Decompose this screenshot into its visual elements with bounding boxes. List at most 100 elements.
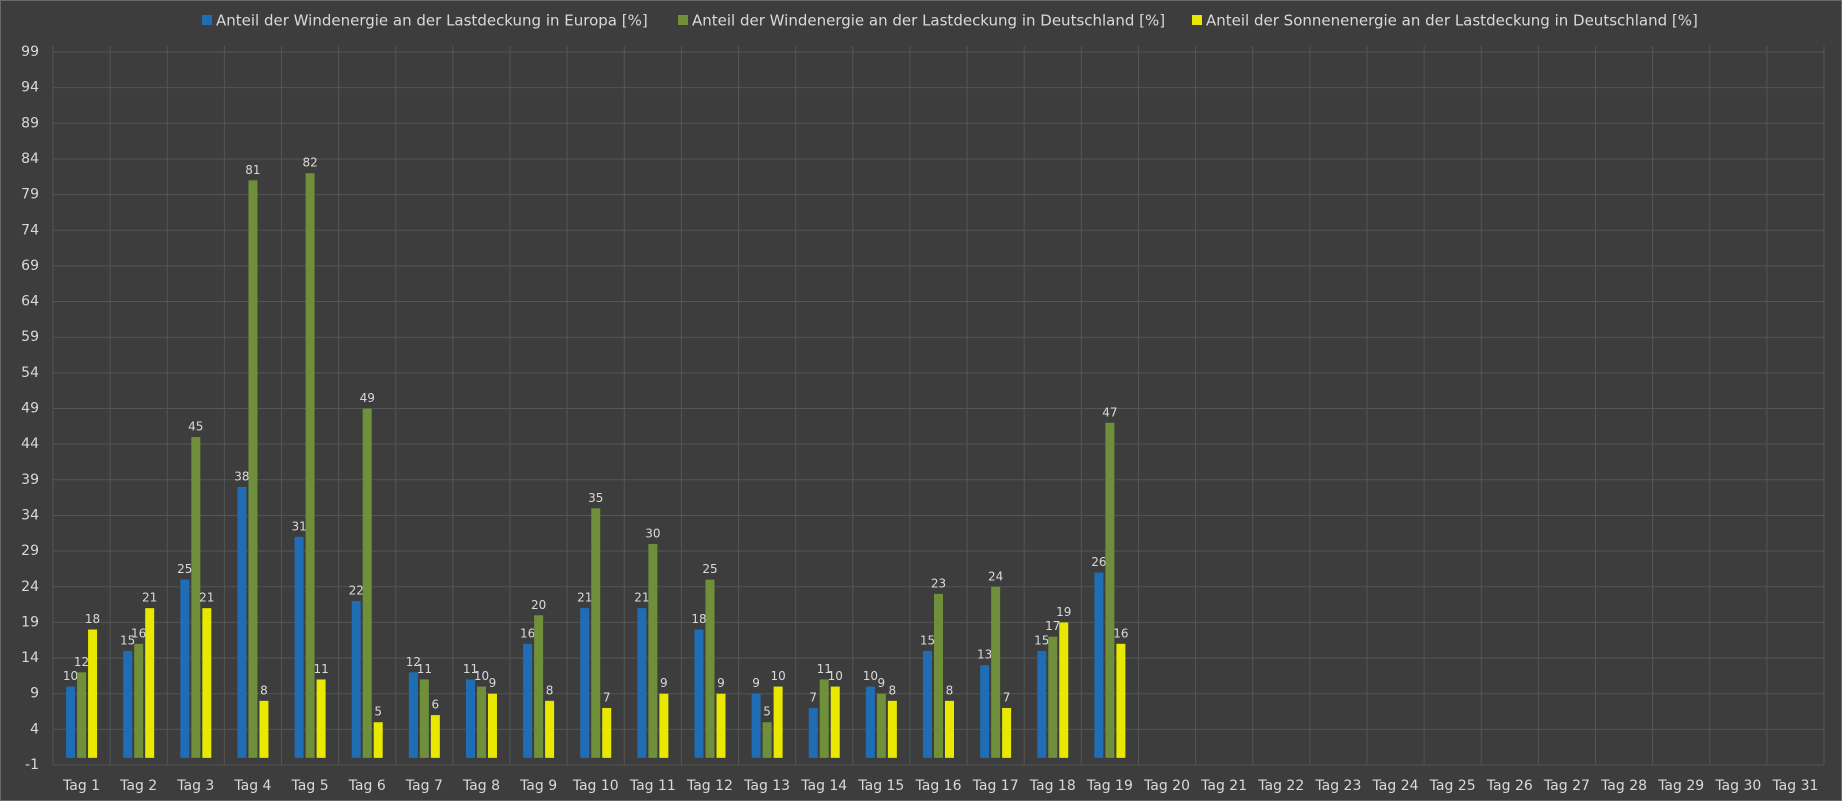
y-tick-label: 4	[30, 721, 39, 737]
y-tick-label: 19	[21, 614, 39, 630]
x-tick-label: Tag 9	[519, 778, 557, 794]
value-label: 25	[177, 562, 192, 576]
y-tick-label: 59	[21, 329, 39, 345]
value-label: 10	[63, 669, 78, 683]
value-label: 15	[1034, 633, 1049, 647]
bar	[487, 693, 497, 758]
value-label: 25	[702, 562, 717, 576]
value-label: 23	[931, 576, 946, 590]
x-tick-label: Tag 26	[1486, 778, 1533, 794]
value-label: 9	[717, 676, 725, 690]
value-label: 5	[763, 705, 771, 719]
y-tick-label: 34	[21, 507, 39, 523]
bar	[523, 643, 533, 758]
x-tick-label: Tag 30	[1714, 778, 1761, 794]
bar	[430, 715, 440, 758]
y-tick-label: 49	[21, 401, 39, 417]
bar	[865, 686, 875, 758]
bar	[591, 508, 601, 758]
value-label: 8	[889, 683, 897, 697]
x-tick-label: Tag 12	[686, 778, 733, 794]
value-label: 11	[463, 662, 478, 676]
y-tick-label: 64	[21, 294, 39, 310]
bar	[1037, 650, 1047, 758]
x-tick-label: Tag 7	[405, 778, 443, 794]
x-tick-label: Tag 6	[348, 778, 386, 794]
bar	[305, 173, 315, 758]
y-tick-label: 99	[21, 44, 39, 60]
bar	[351, 601, 361, 758]
value-label: 30	[645, 526, 660, 540]
value-label: 7	[809, 690, 817, 704]
value-label: 17	[1045, 619, 1060, 633]
bar	[259, 700, 269, 758]
y-tick-label: 29	[21, 543, 39, 559]
y-tick-label: 89	[21, 115, 39, 131]
y-tick-label: 9	[30, 686, 39, 702]
bar	[362, 408, 372, 758]
bar	[134, 643, 144, 758]
x-tick-label: Tag 24	[1372, 778, 1419, 794]
value-label: 5	[374, 705, 382, 719]
bar	[248, 180, 258, 758]
x-tick-label: Tag 19	[1086, 778, 1133, 794]
bar	[545, 700, 555, 758]
value-label: 9	[878, 676, 886, 690]
bar	[602, 707, 612, 758]
bar	[773, 686, 783, 758]
x-tick-label: Tag 2	[119, 778, 157, 794]
bar	[991, 586, 1001, 758]
y-tick-label: 74	[21, 222, 39, 238]
y-tick-label: 14	[21, 650, 39, 666]
bar	[659, 693, 669, 758]
value-label: 7	[1003, 690, 1011, 704]
value-label: 16	[520, 626, 535, 640]
value-label: 31	[291, 519, 306, 533]
bar	[716, 693, 726, 758]
bar	[751, 693, 761, 758]
bar	[373, 722, 383, 758]
value-label: 6	[432, 698, 440, 712]
value-label: 47	[1102, 405, 1117, 419]
bar	[145, 608, 155, 758]
value-label: 15	[120, 633, 135, 647]
bar	[705, 579, 715, 758]
bar	[1094, 572, 1104, 758]
value-label: 16	[1113, 626, 1128, 640]
value-label: 21	[634, 591, 649, 605]
x-tick-label: Tag 3	[176, 778, 214, 794]
value-label: 8	[260, 683, 268, 697]
value-label: 16	[131, 626, 146, 640]
bar	[934, 593, 943, 758]
y-tick-label: 79	[21, 187, 39, 203]
value-label: 9	[752, 676, 760, 690]
legend-swatch	[1192, 15, 1202, 25]
value-label: 10	[770, 669, 785, 683]
value-label: 82	[302, 156, 317, 170]
x-tick-label: Tag 15	[857, 778, 904, 794]
bar	[819, 679, 829, 758]
bar	[237, 486, 247, 758]
x-tick-label: Tag 29	[1657, 778, 1704, 794]
y-tick-label: 44	[21, 436, 39, 452]
y-tick-label: 84	[21, 151, 39, 167]
bar	[66, 686, 76, 758]
x-tick-label: Tag 25	[1429, 778, 1476, 794]
legend-swatch	[202, 15, 212, 25]
bar	[580, 608, 590, 758]
value-label: 18	[85, 612, 100, 626]
legend-swatch	[678, 15, 688, 25]
value-label: 49	[360, 391, 375, 405]
bar	[294, 536, 304, 758]
bar	[980, 665, 990, 758]
y-tick-label: 39	[21, 472, 39, 488]
bar	[465, 679, 475, 758]
legend-label: Anteil der Windenergie an der Lastdeckun…	[692, 12, 1165, 30]
x-tick-label: Tag 23	[1314, 778, 1361, 794]
value-label: 11	[417, 662, 432, 676]
bar	[762, 722, 772, 758]
x-tick-label: Tag 13	[743, 778, 790, 794]
bar	[123, 650, 133, 758]
